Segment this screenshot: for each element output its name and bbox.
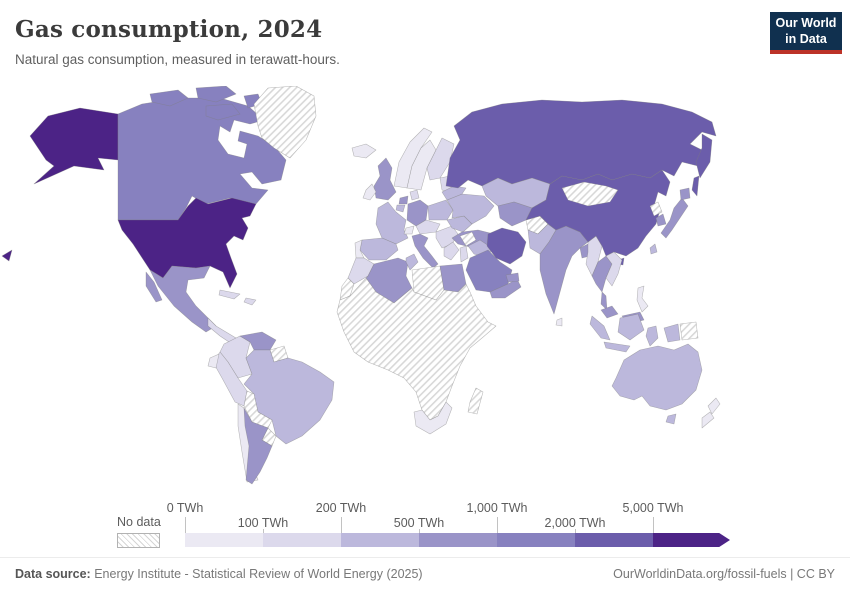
footer-credit-link[interactable]: OurWorldinData.org/fossil-fuels | CC BY	[613, 567, 835, 581]
country-spain[interactable]	[359, 237, 399, 261]
country-new-zealand-north[interactable]	[707, 397, 721, 415]
region-sub-saharan-africa[interactable]	[336, 277, 497, 421]
country-iceland[interactable]	[351, 143, 377, 159]
country-thailand-south[interactable]	[600, 291, 608, 311]
country-papua-new-guinea[interactable]	[679, 321, 699, 341]
country-indonesia-papua[interactable]	[663, 323, 681, 343]
country-tunisia[interactable]	[405, 253, 419, 271]
country-belarus[interactable]	[441, 185, 467, 201]
country-united-states-hawaii[interactable]	[1, 249, 13, 262]
country-israel-jordan[interactable]	[459, 245, 469, 263]
legend-tick-label: 200 TWh	[315, 501, 367, 515]
country-greenland[interactable]	[253, 86, 317, 159]
legend-tick-line	[497, 517, 498, 533]
country-yemen-oman[interactable]	[489, 278, 522, 299]
legend-tick-line	[419, 529, 420, 533]
country-russia-kamchatka[interactable]	[695, 133, 713, 179]
country-ireland[interactable]	[362, 183, 377, 201]
country-australia[interactable]	[611, 343, 703, 411]
owid-logo[interactable]: Our World in Data	[770, 12, 842, 54]
country-indonesia-sulawesi[interactable]	[645, 325, 659, 347]
country-taiwan[interactable]	[649, 243, 658, 255]
page-subtitle: Natural gas consumption, measured in ter…	[15, 52, 340, 67]
legend-bin->5,000 TWh[interactable]	[653, 533, 730, 547]
page-title: Gas consumption, 2024	[15, 16, 323, 43]
country-syria[interactable]	[459, 231, 477, 247]
country-indonesia-java[interactable]	[603, 341, 631, 353]
country-poland[interactable]	[427, 199, 454, 221]
legend-bin-0-100 TWh[interactable]	[185, 533, 263, 547]
country-portugal[interactable]	[354, 239, 365, 259]
country-south-korea[interactable]	[655, 213, 667, 227]
world-map	[1, 86, 721, 485]
country-sri-lanka[interactable]	[555, 317, 563, 327]
country-bolivia[interactable]	[243, 390, 273, 429]
country-mexico-baja[interactable]	[145, 271, 163, 303]
country-italy[interactable]	[411, 233, 439, 269]
legend-tick-label: 5,000 TWh	[622, 501, 684, 515]
country-malaysia[interactable]	[600, 305, 619, 319]
country-czech-austria[interactable]	[415, 219, 441, 235]
legend-tick-label: 100 TWh	[237, 516, 289, 530]
owid-logo-line2: in Data	[785, 31, 827, 46]
country-mexico[interactable]	[149, 265, 217, 333]
legend-tick-line	[263, 529, 264, 533]
country-mongolia[interactable]	[561, 181, 619, 207]
legend-bin-200-500 TWh[interactable]	[341, 533, 419, 547]
country-iran[interactable]	[486, 227, 527, 265]
footer-source-text: Energy Institute - Statistical Review of…	[90, 567, 423, 581]
country-united-states-alaska[interactable]	[29, 107, 119, 185]
legend-bin-2,000-5,000 TWh[interactable]	[575, 533, 653, 547]
country-greece[interactable]	[443, 241, 460, 261]
country-cuba[interactable]	[218, 289, 241, 300]
footer: Data source: Energy Institute - Statisti…	[0, 557, 850, 581]
country-netherlands[interactable]	[398, 195, 409, 205]
country-denmark[interactable]	[409, 189, 420, 201]
legend-tick-line	[653, 517, 654, 533]
country-canada-arctic-3[interactable]	[205, 103, 241, 121]
country-indonesia-sumatra[interactable]	[589, 315, 611, 341]
country-indonesia-borneo[interactable]	[617, 313, 645, 341]
legend-tick-line	[575, 529, 576, 533]
country-philippines[interactable]	[636, 285, 649, 313]
country-vietnam[interactable]	[605, 251, 623, 287]
country-uae-qatar[interactable]	[505, 272, 520, 283]
legend-tick-line	[341, 517, 342, 533]
legend-tick-label: 500 TWh	[393, 516, 445, 530]
legend: No data 0 TWh 100 TWh 200 TWh 500 TWh 1,000 …	[0, 498, 850, 560]
owid-logo-line1: Our World	[775, 16, 837, 30]
country-russia-sakhalin[interactable]	[691, 175, 700, 197]
country-switzerland[interactable]	[403, 225, 415, 235]
country-canada-arctic-1[interactable]	[149, 89, 189, 107]
country-united-kingdom[interactable]	[373, 157, 397, 201]
country-madagascar[interactable]	[467, 387, 484, 415]
legend-tick-label: 0 TWh	[166, 501, 204, 515]
country-hispaniola[interactable]	[243, 297, 257, 306]
country-japan-hokkaido[interactable]	[679, 187, 691, 201]
legend-tick-label: 1,000 TWh	[466, 501, 528, 515]
legend-tick-line	[185, 517, 186, 533]
country-ecuador[interactable]	[207, 353, 220, 369]
country-china[interactable]	[525, 169, 671, 257]
country-north-korea[interactable]	[649, 201, 663, 217]
country-russia[interactable]	[445, 99, 717, 189]
country-finland[interactable]	[426, 137, 455, 181]
country-belgium[interactable]	[395, 204, 406, 213]
country-south-africa[interactable]	[413, 401, 453, 435]
country-japan[interactable]	[660, 197, 689, 239]
country-sweden[interactable]	[406, 139, 437, 191]
legend-no-data-swatch[interactable]	[117, 533, 160, 548]
footer-source-label: Data source:	[15, 567, 91, 581]
country-canada-arctic-2[interactable]	[195, 86, 237, 103]
country-argentina[interactable]	[243, 407, 273, 485]
legend-no-data-label: No data	[117, 515, 161, 529]
legend-tick-label: 2,000 TWh	[544, 516, 606, 530]
footer-data-source: Data source: Energy Institute - Statisti…	[15, 567, 423, 581]
legend-bin-1,000-2,000 TWh[interactable]	[497, 533, 575, 547]
legend-bin-100-200 TWh[interactable]	[263, 533, 341, 547]
country-new-zealand-south[interactable]	[701, 411, 715, 429]
legend-bin-500-1,000 TWh[interactable]	[419, 533, 497, 547]
country-australia-tasmania[interactable]	[665, 413, 677, 425]
